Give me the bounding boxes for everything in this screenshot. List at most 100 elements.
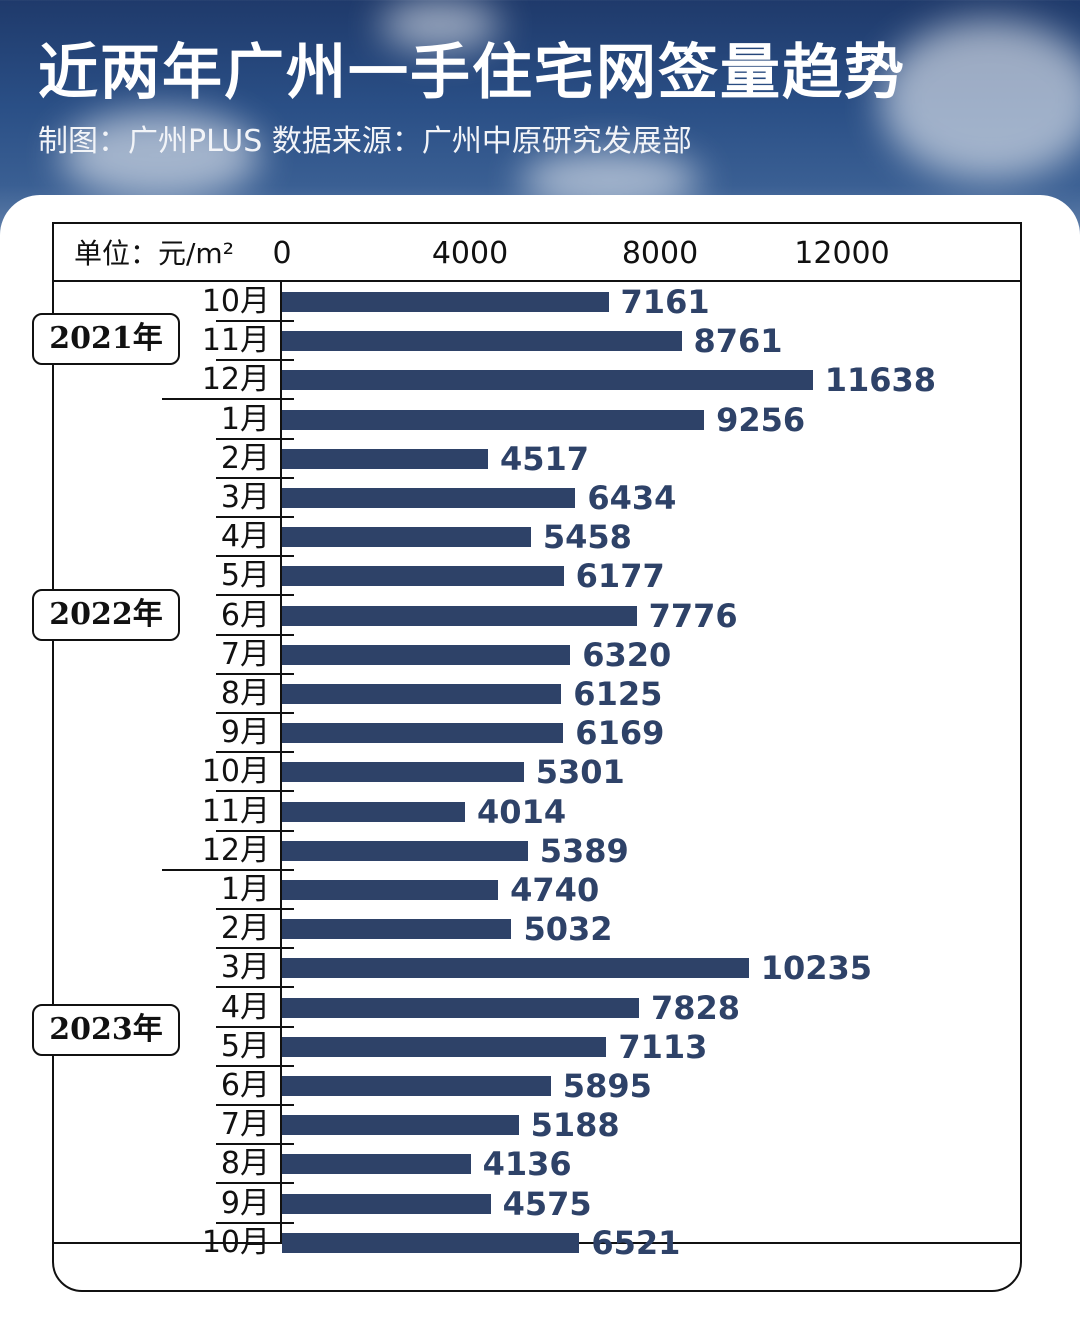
table-row: 9月 4575 <box>54 1185 1020 1224</box>
row-separator <box>216 829 294 832</box>
cloud-decoration <box>380 0 500 50</box>
value-label: 10235 <box>760 949 873 988</box>
bar <box>282 488 576 508</box>
value-label: 5188 <box>530 1106 620 1145</box>
month-label: 2月 <box>220 440 270 476</box>
page-subtitle: 制图：广州PLUS 数据来源：广州中原研究发展部 <box>38 124 692 159</box>
value-label: 6169 <box>575 714 665 753</box>
table-row: 3月 10235 <box>54 949 1020 989</box>
month-label: 1月 <box>220 872 270 907</box>
row-separator <box>216 986 294 989</box>
bar <box>282 801 466 822</box>
row-separator <box>162 868 294 871</box>
month-label: 4月 <box>220 519 270 555</box>
year-badge-2023: 2023年 <box>32 1004 180 1056</box>
value-label: 7161 <box>620 283 710 321</box>
month-label: 6月 <box>220 597 270 633</box>
value-label: 7828 <box>650 988 741 1027</box>
year-badge-2021: 2021年 <box>32 313 180 365</box>
table-row: 7月 6320 <box>54 636 1020 675</box>
row-separator <box>216 555 294 558</box>
value-label: 5389 <box>539 831 629 870</box>
table-row: 12月 11638 <box>54 361 1020 401</box>
value-label: 6320 <box>582 635 672 674</box>
month-label: 8月 <box>220 1146 270 1182</box>
month-label: 5月 <box>220 1028 270 1064</box>
bar <box>282 448 488 469</box>
bar <box>282 880 499 900</box>
cloud-decoration <box>60 110 260 200</box>
row-separator <box>162 398 294 401</box>
month-label: 6月 <box>220 1068 270 1103</box>
bar <box>282 840 528 861</box>
month-label: 5月 <box>220 558 270 594</box>
bar <box>282 919 512 940</box>
value-label: 11638 <box>824 361 937 400</box>
row-separator <box>216 1182 294 1185</box>
month-label: 8月 <box>220 676 270 711</box>
table-row: 2月 5032 <box>54 910 1020 950</box>
row-separator <box>216 947 294 950</box>
bar <box>282 605 637 626</box>
bar <box>282 1232 580 1253</box>
month-label: 11月 <box>201 793 270 829</box>
month-label: 12月 <box>201 832 270 868</box>
table-row: 10月 5301 <box>54 753 1020 793</box>
table-row: 5月 6177 <box>54 557 1020 597</box>
unit-label: 单位：元/m² <box>74 237 234 270</box>
bar <box>282 566 564 587</box>
value-label: 4575 <box>502 1184 592 1223</box>
bar <box>282 684 562 704</box>
table-row: 6月 7776 <box>54 597 1020 636</box>
month-label: 1月 <box>220 401 270 437</box>
table-row: 12月 5389 <box>54 832 1020 871</box>
row-separator <box>216 790 294 793</box>
row-separator <box>216 437 294 440</box>
month-label: 9月 <box>220 1185 270 1221</box>
year-badge-2022: 2022年 <box>32 589 180 641</box>
row-separator <box>216 476 294 479</box>
x-tick: 12000 <box>794 236 890 271</box>
table-row: 11月 8761 <box>54 322 1020 362</box>
table-row: 4月 7828 <box>54 989 1020 1028</box>
table-row: 8月 4136 <box>54 1145 1020 1185</box>
row-separator <box>216 633 294 636</box>
value-label: 4014 <box>477 792 567 831</box>
month-label: 9月 <box>220 715 270 751</box>
row-separator <box>216 1221 294 1224</box>
row-separator <box>216 1143 294 1146</box>
month-label: 4月 <box>220 989 270 1025</box>
value-label: 5301 <box>535 753 625 792</box>
table-row: 3月 6434 <box>54 479 1020 518</box>
value-label: 7776 <box>648 596 738 635</box>
table-row: 11月 4014 <box>54 793 1020 832</box>
page-title: 近两年广州一手住宅网签量趋势 <box>38 38 906 108</box>
bar <box>282 370 813 391</box>
row-separator <box>216 751 294 754</box>
bar <box>282 723 564 744</box>
axis-header: 单位：元/m² 0 4000 8000 12000 <box>54 224 1020 282</box>
y-axis-line <box>280 282 282 1242</box>
row-separator <box>216 712 294 714</box>
month-label: 3月 <box>220 480 270 515</box>
month-label: 10月 <box>201 1224 270 1260</box>
value-label: 4517 <box>499 439 590 478</box>
value-label: 5458 <box>542 518 632 557</box>
bar <box>282 1193 491 1214</box>
bar <box>282 1036 607 1057</box>
table-row: 2月 4517 <box>54 440 1020 479</box>
value-label: 7113 <box>618 1027 708 1066</box>
row-separator <box>216 672 294 675</box>
table-row: 5月 7113 <box>54 1028 1020 1067</box>
bar <box>282 527 531 548</box>
bar <box>282 958 749 979</box>
value-label: 5895 <box>562 1067 652 1105</box>
month-label: 10月 <box>201 754 270 790</box>
table-row: 1月 4740 <box>54 871 1020 910</box>
value-label: 8761 <box>693 322 783 361</box>
row-separator <box>216 359 294 362</box>
chart-frame: 单位：元/m² 0 4000 8000 12000 10月 7161 11月 8761… <box>32 222 1022 1292</box>
bar <box>282 762 524 783</box>
value-label: 6177 <box>575 557 665 596</box>
row-separator <box>216 1104 294 1106</box>
